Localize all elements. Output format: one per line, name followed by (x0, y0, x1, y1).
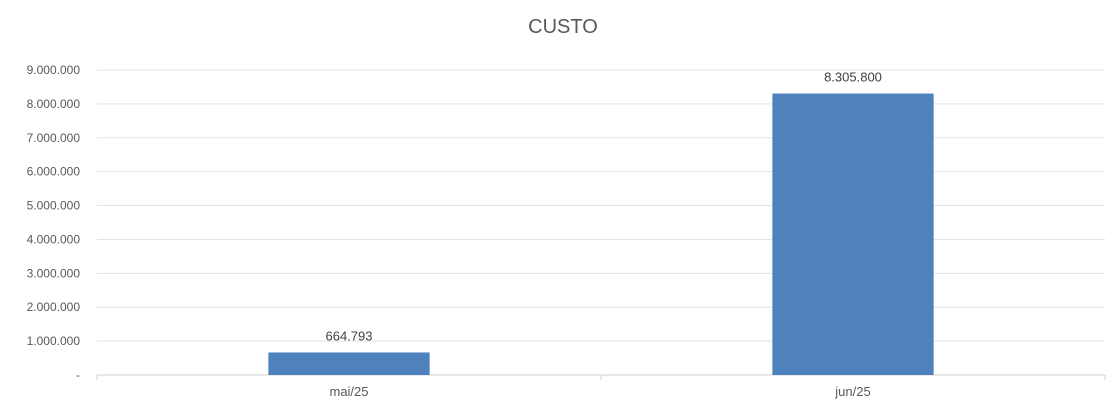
y-tick-label: 6.000.000 (27, 165, 81, 179)
y-tick-label: 1.000.000 (27, 334, 81, 348)
bar-value-label: 8.305.800 (824, 70, 882, 85)
y-tick-label: 4.000.000 (27, 232, 81, 246)
y-tick-label: 9.000.000 (27, 63, 81, 77)
bars (268, 93, 934, 375)
data-labels: 664.793 8.305.800 (326, 70, 882, 344)
chart-title: CUSTO (528, 16, 598, 38)
x-tick-label: jun/25 (834, 384, 870, 399)
y-tick-label: 3.000.000 (27, 266, 81, 280)
bar (268, 352, 430, 375)
y-axis-tick-labels: - 1.000.000 2.000.000 3.000.000 4.000.000 5.0… (27, 63, 81, 382)
y-tick-label: 8.000.000 (27, 97, 81, 111)
y-tick-label: 7.000.000 (27, 131, 81, 145)
bar-value-label: 664.793 (326, 328, 373, 343)
x-axis-tick-labels: mai/25 jun/25 (329, 384, 870, 399)
gridlines (96, 69, 1106, 380)
y-tick-label: 2.000.000 (27, 300, 81, 314)
y-tick-label: - (76, 368, 80, 382)
y-tick-label: 5.000.000 (27, 199, 81, 213)
x-tick-label: mai/25 (329, 384, 368, 399)
bar (772, 93, 934, 375)
